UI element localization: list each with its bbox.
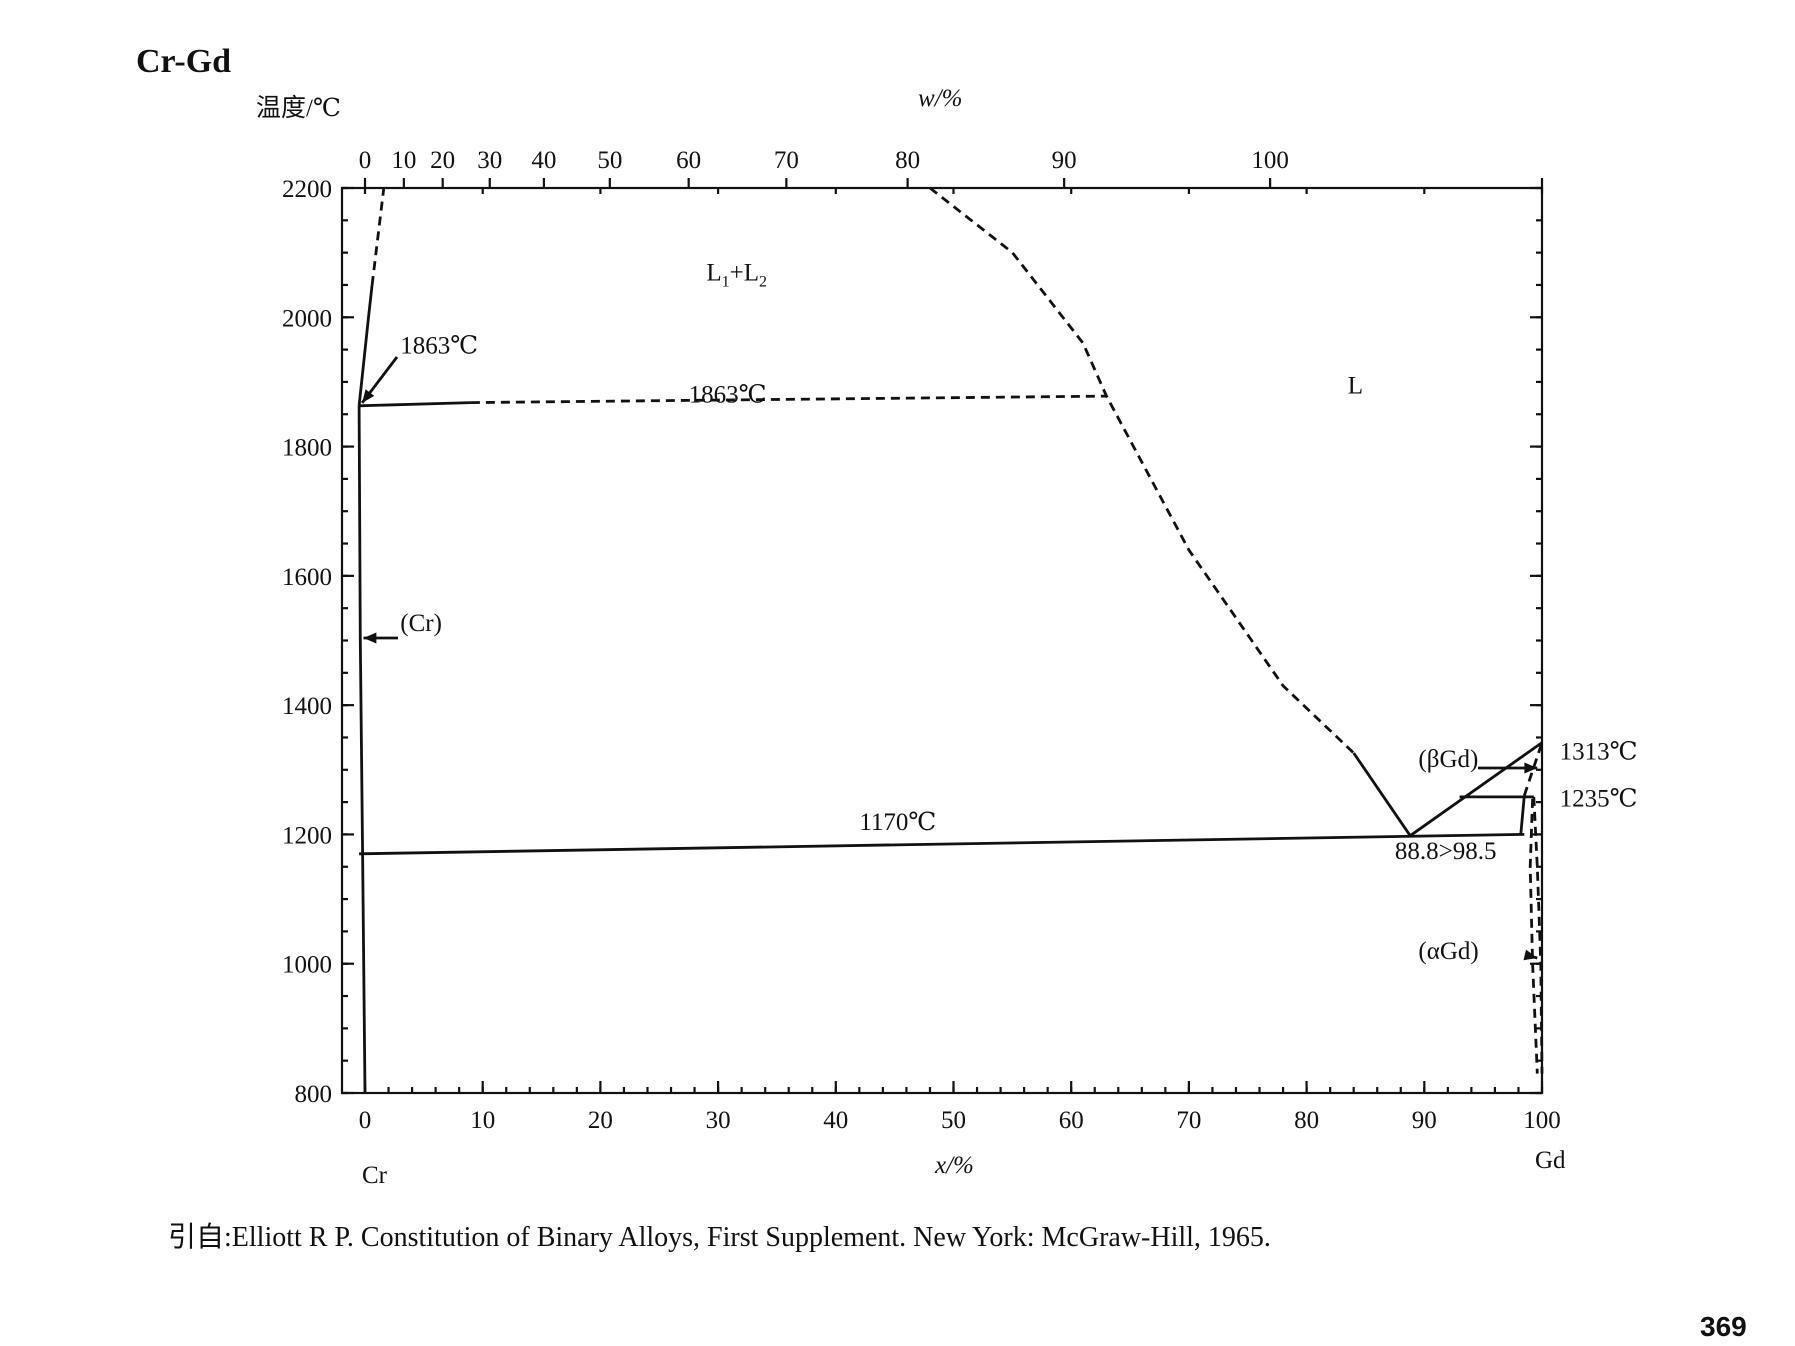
phase-boundary-solid: [1519, 795, 1526, 835]
x-tick-label: 70: [1176, 1107, 1201, 1134]
phase-boundary-solid: [359, 401, 471, 408]
region-label: 1863℃: [400, 332, 478, 359]
x-tick-label: 50: [941, 1107, 966, 1134]
system-title: Cr-Gd: [136, 43, 231, 80]
y-tick-label: 1600: [282, 564, 332, 591]
region-label: L1+L2: [706, 259, 767, 290]
top-tick-label: 20: [430, 147, 455, 174]
y-tick-label: 1800: [282, 435, 332, 462]
element-label-cr: Cr: [362, 1162, 388, 1189]
region-label: 1863℃: [689, 382, 767, 409]
top-tick-label: 40: [531, 147, 556, 174]
y-tick-label: 1000: [282, 952, 332, 979]
region-label: 1313℃: [1560, 738, 1638, 765]
region-label: (αGd): [1418, 938, 1478, 965]
leader-arrow-cr-head: [363, 632, 377, 644]
leader-arrow-alpha-gd-head: [1523, 949, 1538, 961]
x-tick-label: 60: [1059, 1107, 1084, 1134]
region-label: 1170℃: [859, 809, 936, 836]
region-label: (Cr): [400, 610, 442, 637]
page-number: 369: [1700, 1311, 1747, 1342]
phase-boundary-solid: [1409, 741, 1543, 837]
y-tick-label: 2000: [282, 305, 332, 332]
citation: 引自:Elliott R P. Constitution of Binary A…: [168, 1221, 1271, 1253]
phase-boundary-solid: [357, 284, 374, 406]
phase-boundary-dashed: [1532, 796, 1544, 1074]
top-axis-label: w/%: [918, 85, 962, 112]
y-tick-label: 1400: [282, 693, 332, 720]
top-tick-label: 30: [477, 147, 502, 174]
region-label: L: [1348, 373, 1363, 400]
top-tick-label: 100: [1251, 147, 1289, 174]
top-tick-label: 10: [391, 147, 416, 174]
y-tick-label: 800: [295, 1081, 333, 1108]
phase-boundary-dashed: [370, 187, 386, 286]
phase-boundary-solid: [359, 833, 1525, 856]
y-axis-label: 温度/℃: [256, 94, 341, 122]
top-tick-label: 50: [597, 147, 622, 174]
y-tick-label: 2200: [282, 176, 332, 203]
x-tick-label: 20: [588, 1107, 613, 1134]
phase-boundary-dashed: [929, 186, 1355, 755]
x-tick-label: 0: [359, 1107, 372, 1134]
x-axis-label: x/%: [934, 1152, 974, 1179]
x-tick-label: 10: [470, 1107, 495, 1134]
phase-boundary-dashed: [1522, 742, 1544, 797]
leader-arrow-beta-gd-head: [1524, 762, 1538, 774]
top-tick-label: 0: [359, 147, 372, 174]
x-tick-label: 90: [1412, 1107, 1437, 1134]
x-tick-label: 30: [706, 1107, 731, 1134]
leader-arrow-1863-head: [362, 389, 375, 403]
phase-boundary-dashed: [470, 394, 1107, 404]
x-tick-label: 100: [1523, 1107, 1561, 1134]
y-tick-label: 1200: [282, 822, 332, 849]
top-tick-label: 70: [774, 147, 799, 174]
region-label: 1235℃: [1560, 786, 1638, 813]
x-tick-label: 40: [823, 1107, 848, 1134]
top-tick-label: 80: [895, 147, 920, 174]
x-tick-label: 80: [1294, 1107, 1319, 1134]
phase-boundary-dashed: [1528, 798, 1539, 1074]
element-label-gd: Gd: [1535, 1147, 1566, 1174]
top-tick-label: 60: [676, 147, 701, 174]
region-label: 88.8>98.5: [1395, 838, 1497, 865]
top-tick-label: 90: [1052, 147, 1077, 174]
plot-frame: [340, 186, 1544, 1095]
region-label: (βGd): [1418, 746, 1478, 773]
phase-boundary-solid: [357, 405, 367, 1094]
phase-boundary-solid: [1352, 752, 1412, 837]
